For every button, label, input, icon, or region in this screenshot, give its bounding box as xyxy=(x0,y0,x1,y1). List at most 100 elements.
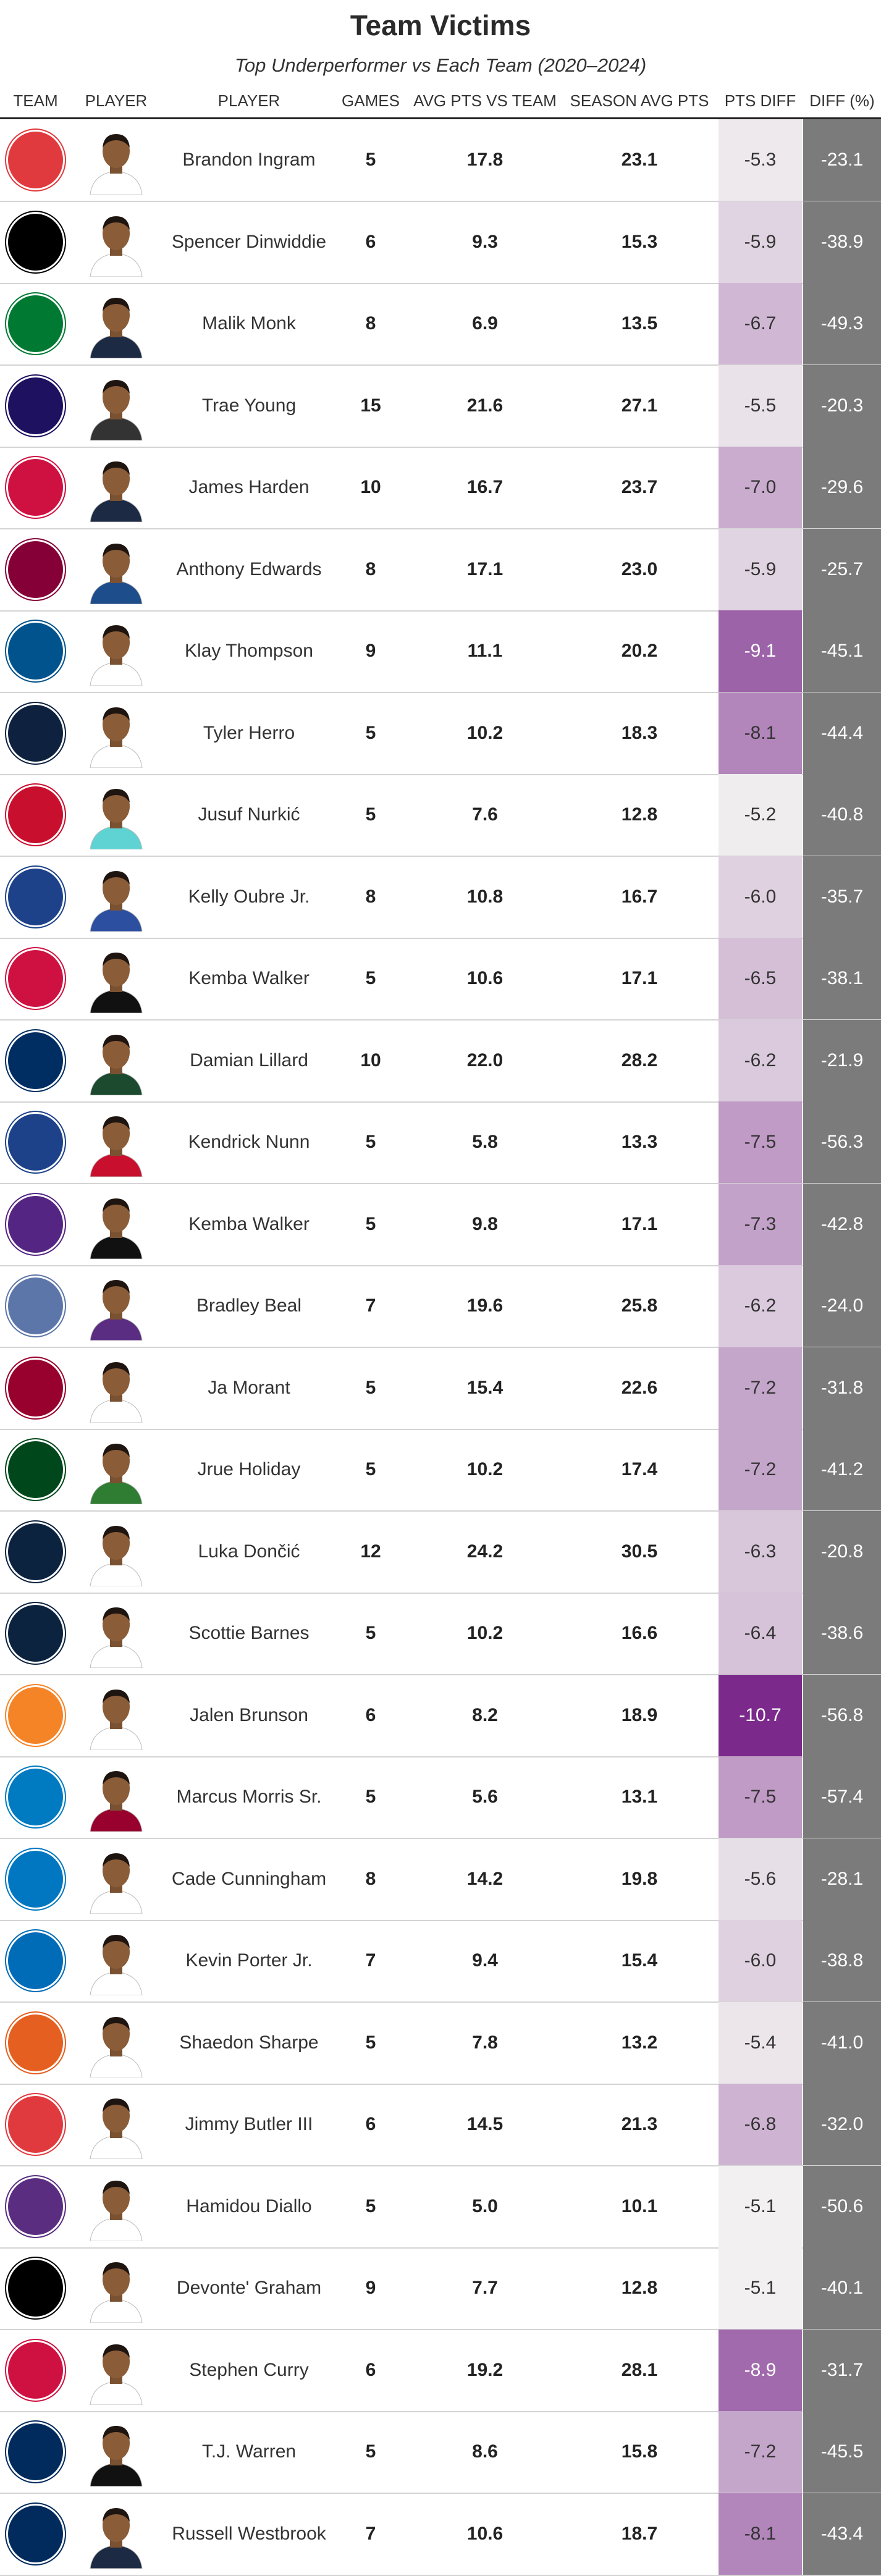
player-headshot-icon xyxy=(90,1607,143,1668)
team-logo-cell xyxy=(6,529,65,610)
player-photo-cell xyxy=(73,447,159,528)
team-logo-cell xyxy=(6,201,65,283)
table-row: Kemba Walker 5 10.6 17.1 -6.5 -38.1 xyxy=(0,938,881,1021)
diff-pct-value: -38.6 xyxy=(803,1593,881,1674)
player-headshot-icon xyxy=(90,953,143,1013)
diff-pct-value: -24.0 xyxy=(803,1265,881,1347)
diff-pct-value: -49.3 xyxy=(803,283,881,364)
games-value: 5 xyxy=(365,2032,376,2053)
diff-pct-value: -31.7 xyxy=(803,2329,881,2411)
player-name: Anthony Edwards xyxy=(176,558,322,579)
player-headshot-icon xyxy=(90,134,143,195)
season-avg-pts-value: 23.1 xyxy=(621,149,658,170)
player-photo-cell xyxy=(73,1511,159,1593)
team-logo-cell xyxy=(6,1920,65,2001)
games-value: 10 xyxy=(360,1050,381,1071)
games-value: 7 xyxy=(365,2523,376,2544)
player-headshot-icon xyxy=(90,2098,143,2159)
season-avg-pts-value: 13.2 xyxy=(621,2032,658,2053)
games-value: 10 xyxy=(360,477,381,497)
player-name: T.J. Warren xyxy=(201,2441,297,2462)
player-name: Spencer Dinwiddie xyxy=(171,231,327,252)
pts-diff-value: -5.1 xyxy=(719,2247,802,2329)
team-logo-cell xyxy=(6,2493,65,2575)
season-avg-pts-value: 30.5 xyxy=(621,1541,658,1562)
player-photo-cell xyxy=(73,938,159,1019)
team-logo-cell xyxy=(6,1511,65,1593)
games-value: 5 xyxy=(365,1377,376,1398)
team-logo-cell xyxy=(6,2247,65,2329)
table-row: Tyler Herro 5 10.2 18.3 -8.1 -44.4 xyxy=(0,692,881,775)
pts-diff-value: -7.3 xyxy=(719,1183,802,1265)
games-value: 5 xyxy=(365,1459,376,1480)
pts-diff-value: -6.0 xyxy=(719,1920,802,2001)
pts-diff-value: -5.2 xyxy=(719,774,802,856)
header-player-photo: PLAYER xyxy=(85,91,148,110)
player-name: Ja Morant xyxy=(208,1377,290,1398)
pts-diff-value: -6.7 xyxy=(719,283,802,364)
table-row: Klay Thompson 9 11.1 20.2 -9.1 -45.1 xyxy=(0,610,881,693)
season-avg-pts-value: 15.4 xyxy=(621,1950,658,1971)
player-photo-cell xyxy=(73,2247,159,2329)
diff-pct-value: -28.1 xyxy=(803,1838,881,1920)
pts-diff-value: -7.0 xyxy=(719,447,802,528)
avg-pts-vs-team-value: 7.7 xyxy=(472,2278,498,2298)
nuggets-logo-icon xyxy=(6,702,65,764)
team-logo-cell xyxy=(6,938,65,1019)
player-headshot-icon xyxy=(90,379,143,440)
player-headshot-icon xyxy=(90,1362,143,1423)
team-logo-cell xyxy=(6,692,65,774)
cavaliers-logo-icon xyxy=(6,539,65,600)
spurs-logo-icon xyxy=(6,2258,65,2318)
avg-pts-vs-team-value: 10.6 xyxy=(466,2523,504,2544)
diff-pct-value: -56.8 xyxy=(803,1674,881,1756)
timberwolves-logo-icon xyxy=(6,1521,65,1582)
games-value: 6 xyxy=(365,231,376,252)
season-avg-pts-value: 23.0 xyxy=(621,558,658,579)
diff-pct-value: -38.9 xyxy=(803,201,881,283)
avg-pts-vs-team-value: 24.2 xyxy=(466,1541,504,1562)
pistons-logo-icon xyxy=(6,785,65,845)
table-row: James Harden 10 16.7 23.7 -7.0 -29.6 xyxy=(0,447,881,529)
games-value: 5 xyxy=(365,149,376,170)
player-photo-cell xyxy=(73,2493,159,2575)
celtics-logo-icon xyxy=(6,293,65,354)
table-row: Jimmy Butler III 6 14.5 21.3 -6.8 -32.0 xyxy=(0,2084,881,2166)
team-logo-cell xyxy=(6,1347,65,1429)
bulls-logo-icon xyxy=(6,457,65,518)
avg-pts-vs-team-value: 9.4 xyxy=(472,1950,498,1971)
mavericks-logo-icon xyxy=(6,621,65,681)
team-logo-cell xyxy=(6,1429,65,1510)
header-pts-diff: PTS DIFF xyxy=(724,91,796,110)
season-avg-pts-value: 13.3 xyxy=(621,1132,658,1152)
games-value: 6 xyxy=(365,1704,376,1725)
pts-diff-value: -8.1 xyxy=(719,692,802,774)
player-name: Hamidou Diallo xyxy=(186,2195,312,2216)
team-logo-cell xyxy=(6,1101,65,1183)
pts-diff-value: -8.1 xyxy=(719,2493,802,2575)
team-logo-cell xyxy=(6,119,65,201)
games-value: 9 xyxy=(365,2278,376,2298)
player-name: Trae Young xyxy=(201,395,297,416)
player-headshot-icon xyxy=(90,625,143,686)
player-name: Jusuf Nurkić xyxy=(198,804,300,825)
pts-diff-value: -7.2 xyxy=(719,1347,802,1429)
diff-pct-value: -35.7 xyxy=(803,856,881,938)
player-name: Bradley Beal xyxy=(196,1295,302,1316)
nets-logo-icon xyxy=(6,211,65,272)
player-photo-cell xyxy=(73,1020,159,1101)
diff-pct-value: -41.0 xyxy=(803,2001,881,2084)
player-headshot-icon xyxy=(90,1853,143,1914)
team-logo-cell xyxy=(6,365,65,447)
diff-pct-value: -32.0 xyxy=(803,2084,881,2165)
jazz-logo-icon xyxy=(6,2422,65,2482)
team-logo-cell xyxy=(6,2166,65,2247)
player-photo-cell xyxy=(73,2166,159,2247)
player-headshot-icon xyxy=(90,2180,143,2241)
games-value: 9 xyxy=(365,641,376,661)
season-avg-pts-value: 12.8 xyxy=(621,2278,658,2298)
player-headshot-icon xyxy=(90,2426,143,2486)
player-photo-cell xyxy=(73,201,159,283)
player-name: Kelly Oubre Jr. xyxy=(188,886,310,907)
season-avg-pts-value: 23.7 xyxy=(621,477,658,497)
